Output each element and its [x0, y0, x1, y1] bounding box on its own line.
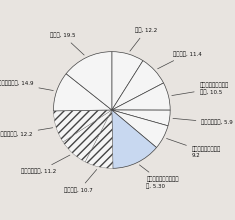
Wedge shape — [112, 110, 157, 168]
Text: 食料, 12.2: 食料, 12.2 — [130, 28, 157, 51]
Text: 金属製品, 10.7: 金属製品, 10.7 — [64, 170, 97, 194]
Wedge shape — [66, 52, 112, 110]
Text: 輸送用機械器具, 14.9: 輸送用機械器具, 14.9 — [0, 81, 53, 91]
Text: 衣服・その他の繊維
製品, 10.5: 衣服・その他の繊維 製品, 10.5 — [172, 82, 229, 95]
Text: 木製・家具品, 5.9: 木製・家具品, 5.9 — [173, 118, 233, 125]
Wedge shape — [112, 52, 143, 110]
Text: その他, 19.5: その他, 19.5 — [50, 33, 84, 55]
Wedge shape — [112, 110, 168, 148]
Wedge shape — [112, 110, 170, 126]
Wedge shape — [63, 110, 112, 162]
Wedge shape — [112, 83, 170, 110]
Wedge shape — [112, 61, 164, 110]
Text: 繊維工業, 11.4: 繊維工業, 11.4 — [158, 51, 201, 69]
Wedge shape — [85, 110, 113, 168]
Text: 電化製品・器具, 12.2: 電化製品・器具, 12.2 — [0, 128, 53, 137]
Text: 一般機械器具, 11.2: 一般機械器具, 11.2 — [21, 155, 70, 174]
Wedge shape — [54, 110, 112, 142]
Wedge shape — [54, 74, 112, 111]
Text: 法皮・切削・鋼鉄製造
品, 5.30: 法皮・切削・鋼鉄製造 品, 5.30 — [139, 165, 179, 189]
Text: パルプ・紙製加工品
9.2: パルプ・紙製加工品 9.2 — [167, 138, 221, 158]
